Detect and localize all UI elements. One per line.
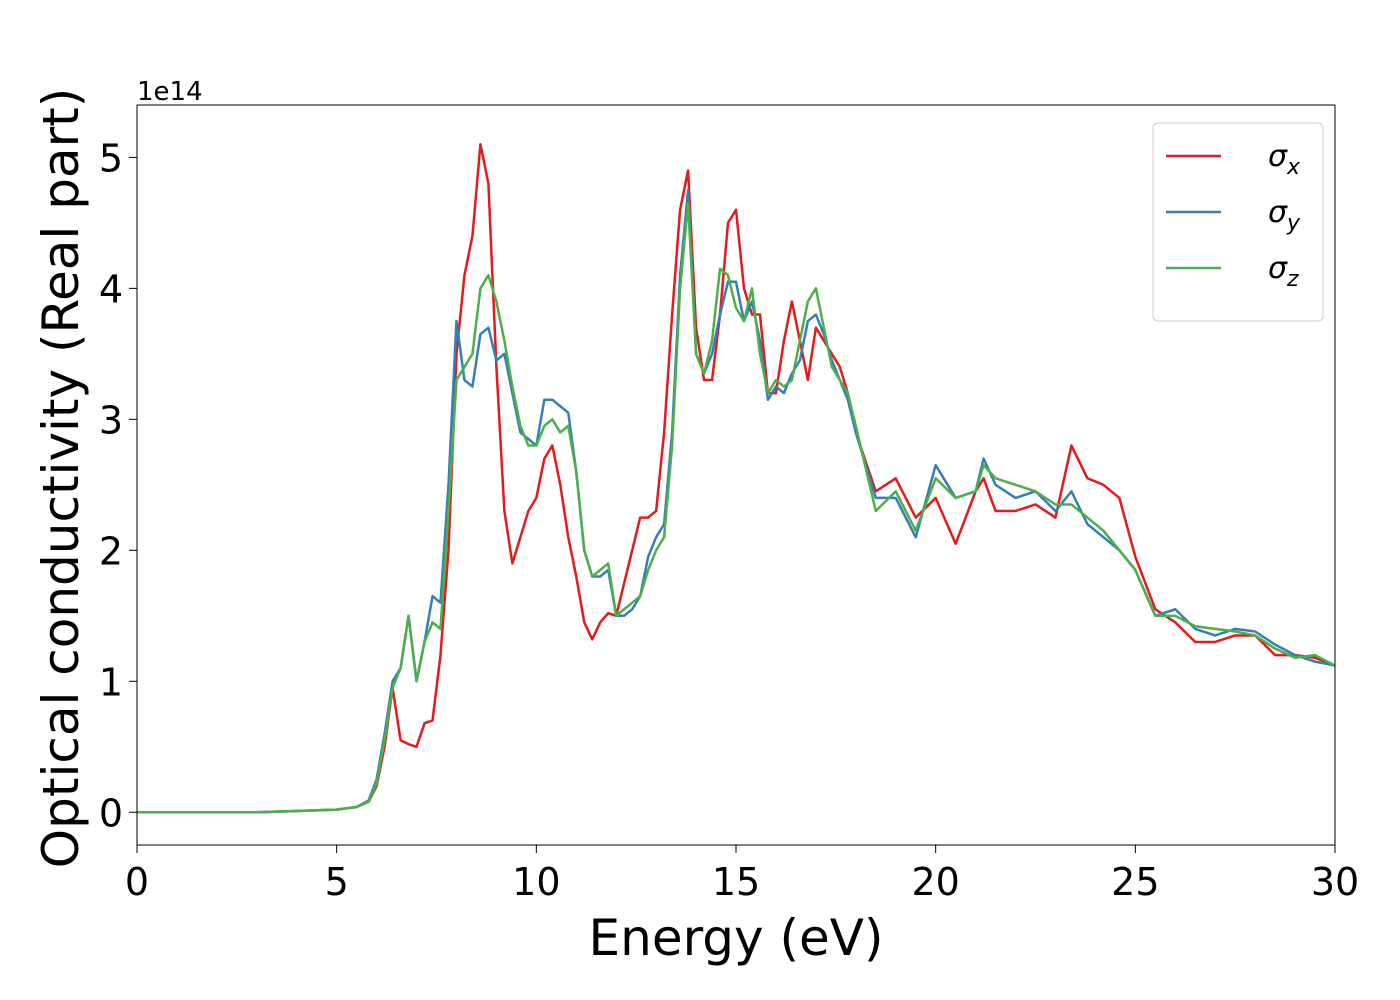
legend-label: σx [1268,139,1301,180]
y-tick-label: 1 [99,660,123,704]
y-tick-label: 4 [99,267,123,311]
x-tick-label: 30 [1311,860,1359,904]
y-tick-label: 3 [99,398,123,442]
legend-box [1152,122,1324,322]
line-series [137,201,1336,814]
x-axis-label: Energy (eV) [589,909,884,967]
legend-label: σy [1268,195,1301,236]
x-tick-label: 25 [1111,860,1159,904]
offset-label: 1e14 [137,77,203,107]
x-tick-label: 5 [325,860,349,904]
y-tick-label: 2 [99,529,123,573]
y-tick-label: 0 [99,791,123,835]
plot-frame [136,104,1336,846]
x-tick-label: 15 [712,860,760,904]
x-tick-label: 0 [125,860,149,904]
line-series [137,143,1336,814]
line-series [137,188,1336,814]
y-axis-label: Optical conductivity (Real part) [32,88,90,869]
x-tick-label: 10 [512,860,560,904]
y-tick-label: 5 [99,136,123,180]
legend-label: σz [1268,251,1299,292]
x-tick-label: 20 [911,860,959,904]
